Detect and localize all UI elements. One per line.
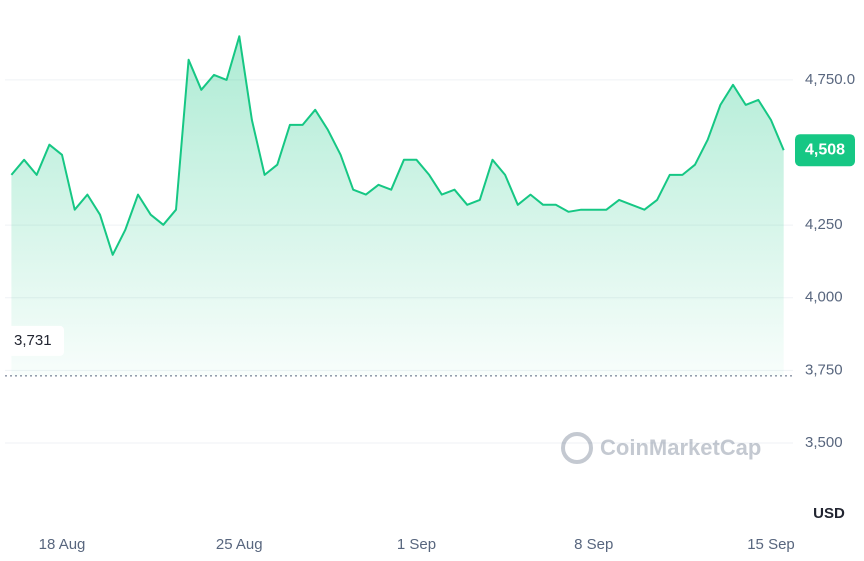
y-tick-label: 4,750.0: [805, 71, 855, 88]
x-tick-label: 1 Sep: [397, 536, 436, 553]
watermark: CoinMarketCap: [561, 432, 761, 464]
y-tick-label: 3,750: [805, 361, 843, 378]
last-price-label: 4,508: [805, 141, 845, 158]
x-tick-label: 18 Aug: [39, 536, 86, 553]
watermark-text: CoinMarketCap: [600, 435, 761, 460]
x-tick-label: 15 Sep: [747, 536, 795, 553]
y-tick-label: 4,250: [805, 216, 843, 233]
last-price-badge: [795, 134, 855, 167]
y-axis-label: USD: [813, 505, 845, 522]
x-tick-label: 25 Aug: [216, 536, 263, 553]
price-line: [10, 35, 785, 256]
reference-label-bg: [8, 325, 64, 356]
reference-label: 3,731: [14, 332, 52, 349]
x-tick-label: 8 Sep: [574, 536, 613, 553]
y-tick-label: 3,500: [805, 434, 843, 451]
price-area: [11, 36, 784, 376]
y-tick-label: 4,000: [805, 289, 843, 306]
